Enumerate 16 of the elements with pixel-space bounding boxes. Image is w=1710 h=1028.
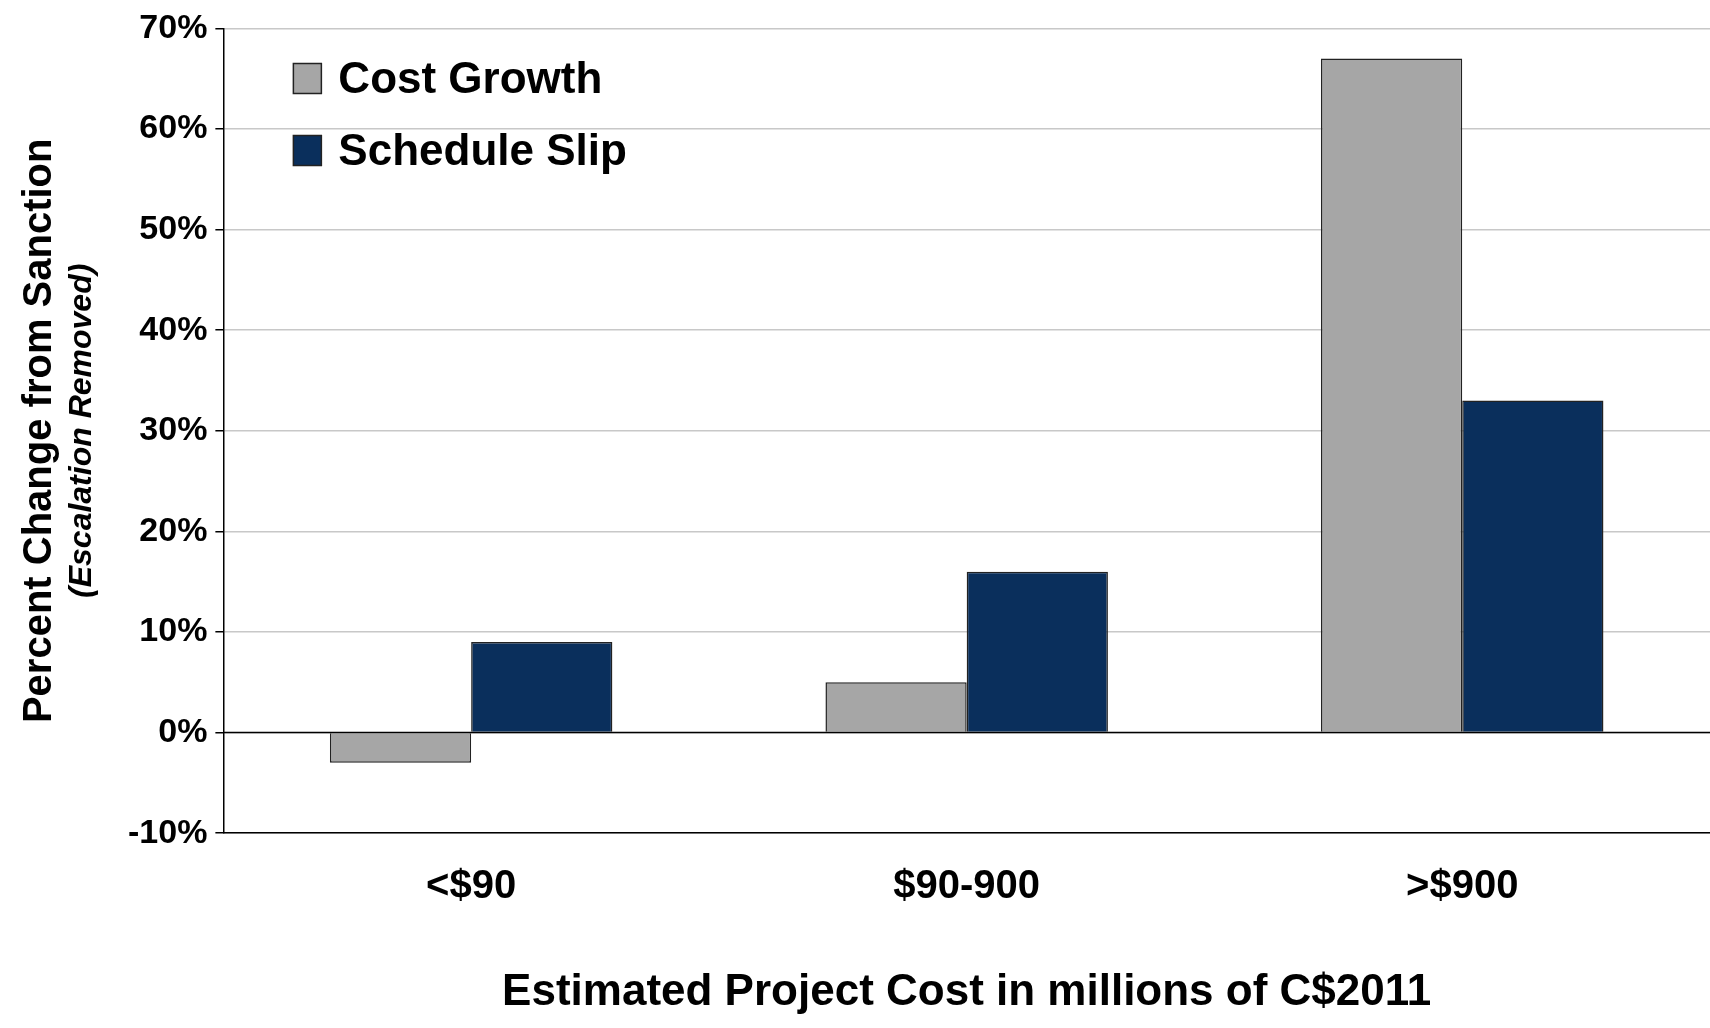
- x-axis-title: Estimated Project Cost in millions of C$2011: [502, 964, 1432, 1014]
- y-axis-title: Percent Change from Sanction (Escalation Removed): [15, 138, 98, 724]
- x-tick-label: $90-900: [893, 862, 1041, 907]
- y-tick-label: 10%: [139, 610, 208, 649]
- x-tick-label: <$90: [426, 862, 517, 907]
- y-tick-label: -10%: [128, 811, 208, 850]
- y-tick-label: 30%: [139, 409, 208, 448]
- x-tick-label: >$900: [1406, 862, 1519, 907]
- y-tick-label: 0%: [158, 710, 208, 749]
- y-tick-label: 70%: [139, 6, 208, 45]
- y-tick-label: 60%: [139, 107, 208, 146]
- legend-label: Cost Growth: [338, 52, 603, 102]
- y-tick-label: 40%: [139, 308, 208, 347]
- y-tick-label: 20%: [139, 509, 208, 548]
- legend-label: Schedule Slip: [338, 124, 627, 174]
- y-tick-label: 50%: [139, 207, 208, 246]
